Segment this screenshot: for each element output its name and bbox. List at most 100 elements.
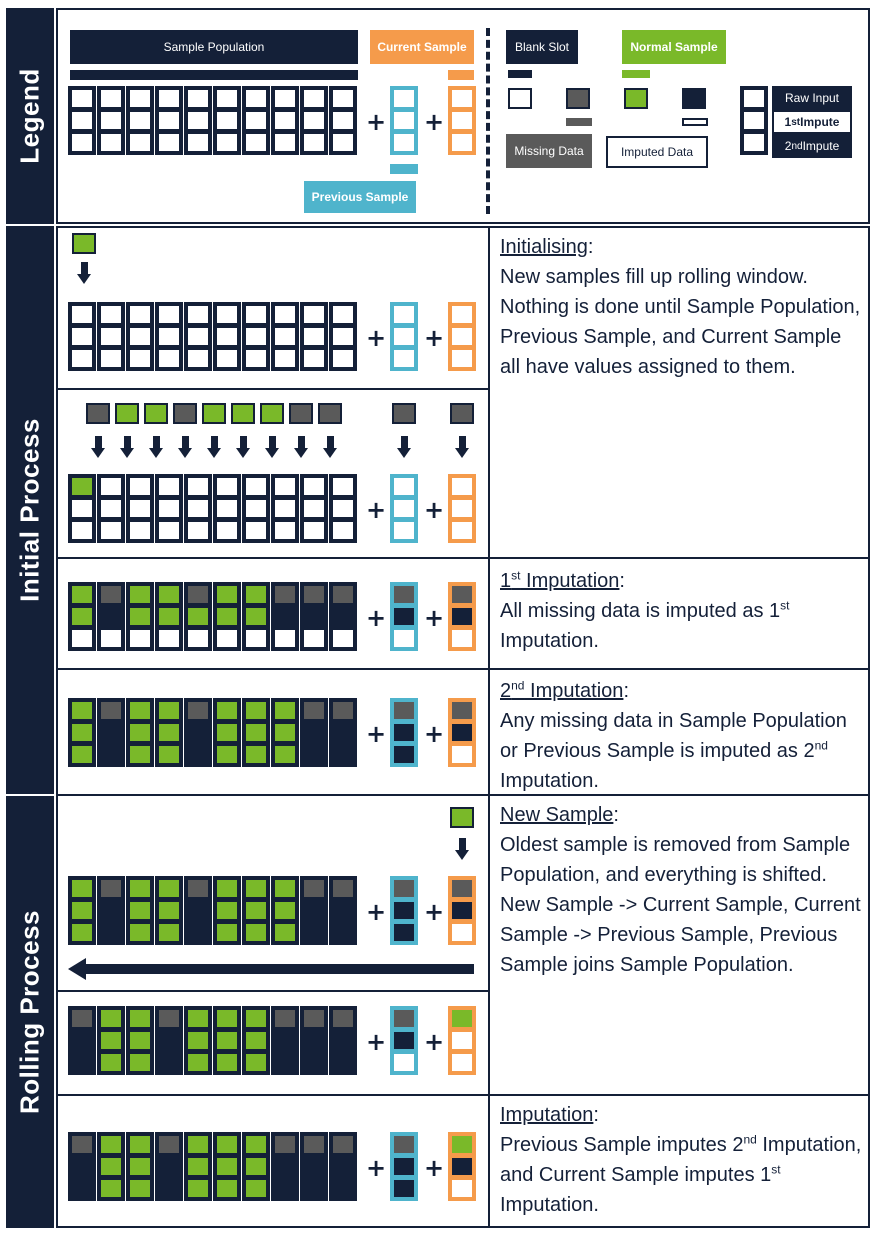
initialising-text: New samples fill up rolling window. Noth… xyxy=(500,266,861,378)
missing-data-cell xyxy=(392,584,416,605)
blank-slot-cell xyxy=(273,132,297,153)
blank-slot-cell xyxy=(99,476,123,497)
blank-slot-cell xyxy=(273,628,297,649)
missing-data-cell xyxy=(392,878,416,899)
imputed-data-cell xyxy=(331,922,355,943)
normal-sample-cell xyxy=(273,722,297,743)
imputed-data-cell xyxy=(273,1052,297,1073)
missing-data-cell xyxy=(331,1008,355,1029)
legend-separator xyxy=(486,28,490,214)
blank-slot-cell xyxy=(450,88,474,109)
imputed-data-cell xyxy=(302,1030,326,1051)
blank-slot-cell xyxy=(99,628,123,649)
imputed-data-cell xyxy=(186,722,210,743)
imputed-data-cell xyxy=(331,1156,355,1177)
imputed-data-cell xyxy=(302,1156,326,1177)
imputed-data-cell xyxy=(70,1030,94,1051)
normal-sample-cell xyxy=(186,1008,210,1029)
imputed-data-cell xyxy=(186,744,210,765)
blank-slot-cell xyxy=(331,304,355,325)
missing-data-cell xyxy=(450,700,474,721)
down-arrow-icon xyxy=(211,436,218,448)
imputed-data-cell xyxy=(186,922,210,943)
plus-icon: + xyxy=(366,720,387,748)
imputed-data-cell xyxy=(70,1052,94,1073)
blank-slot-cell xyxy=(331,628,355,649)
second-imputation-title: 2nd Imputation xyxy=(500,678,624,702)
plus-icon: + xyxy=(424,324,445,352)
down-arrow-icon xyxy=(323,448,337,458)
missing-data-cell xyxy=(302,878,326,899)
normal-sample-cell xyxy=(244,900,268,921)
blank-slot-cell xyxy=(392,326,416,347)
row-divider xyxy=(56,388,488,390)
normal-sample-cell xyxy=(128,922,152,943)
blank-slot-cell xyxy=(215,110,239,131)
blank-slot-cell xyxy=(742,132,766,153)
blank-slot-cell xyxy=(244,348,268,369)
blank-slot-cell xyxy=(392,1052,416,1073)
blank-slot-cell xyxy=(273,476,297,497)
imputed-data-cell xyxy=(186,900,210,921)
imputed-data-cell xyxy=(450,606,474,627)
imputed-data-cell xyxy=(157,1178,181,1199)
blank-slot-cell xyxy=(157,520,181,541)
missing-data-cell xyxy=(302,584,326,605)
normal-sample-cell xyxy=(186,1052,210,1073)
blank-slot-cell xyxy=(302,628,326,649)
down-arrow-icon xyxy=(236,448,250,458)
imputed-data-cell xyxy=(302,922,326,943)
blank-slot-cell xyxy=(99,326,123,347)
row-divider xyxy=(56,668,870,670)
down-arrow-icon xyxy=(178,448,192,458)
blank-slot-cell xyxy=(128,498,152,519)
imputed-data-cell xyxy=(331,900,355,921)
imputed-data-cell xyxy=(392,922,416,943)
imputed-data-cell xyxy=(302,722,326,743)
row-divider xyxy=(56,557,870,559)
imputed-data-cell xyxy=(302,606,326,627)
imputed-data-cell xyxy=(99,744,123,765)
imputed-data-cell xyxy=(99,722,123,743)
blank-slot-cell xyxy=(128,326,152,347)
blank-slot-cell xyxy=(70,88,94,109)
missing-data-cell xyxy=(392,1008,416,1029)
initialising-description: Initialising: New samples fill up rollin… xyxy=(500,236,861,378)
normal-sample-cell xyxy=(70,922,94,943)
missing-data-cell xyxy=(289,403,313,424)
blank-slot-cell xyxy=(128,132,152,153)
previous-bar xyxy=(390,164,418,174)
normal-sample-cell xyxy=(215,1134,239,1155)
plus-icon: + xyxy=(366,496,387,524)
imputed-data-cell xyxy=(392,1030,416,1051)
normal-sample-label: Normal Sample xyxy=(622,30,726,64)
normal-sample-cell xyxy=(128,700,152,721)
normal-sample-cell xyxy=(231,403,255,424)
plus-icon: + xyxy=(424,108,445,136)
initialising-title: Initialising xyxy=(500,236,588,258)
blank-slot-cell xyxy=(157,348,181,369)
normal-sample-cell xyxy=(244,1134,268,1155)
plus-icon: + xyxy=(424,604,445,632)
blank-slot-cell xyxy=(186,348,210,369)
imputed-data-cell xyxy=(331,1178,355,1199)
blank-slot-cell xyxy=(450,922,474,943)
normal-sample-cell xyxy=(128,584,152,605)
normal-sample-cell xyxy=(624,88,648,109)
blank-slot-cell xyxy=(273,348,297,369)
blank-slot-cell xyxy=(273,110,297,131)
normal-sample-cell xyxy=(244,878,268,899)
normal-sample-cell xyxy=(70,900,94,921)
missing-data-cell xyxy=(450,403,474,424)
blank-slot-cell xyxy=(508,88,532,109)
blank-slot-cell xyxy=(99,304,123,325)
blank-slot-cell xyxy=(128,88,152,109)
blank-slot-cell xyxy=(215,476,239,497)
normal-sample-cell xyxy=(99,1008,123,1029)
imputed-data-cell xyxy=(157,1030,181,1051)
blank-slot-cell xyxy=(273,498,297,519)
blank-slot-cell xyxy=(450,304,474,325)
new-sample-description: New Sample: Oldest sample is removed fro… xyxy=(500,804,861,976)
down-arrow-icon xyxy=(265,448,279,458)
